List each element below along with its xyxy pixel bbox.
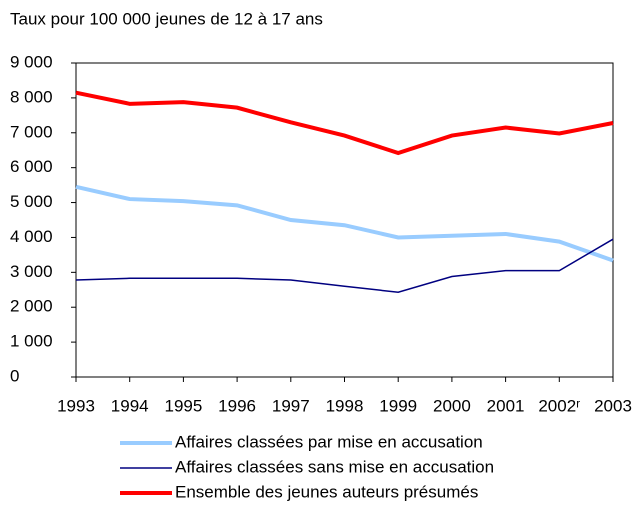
chart-title: Taux pour 100 000 jeunes de 12 à 17 ans bbox=[10, 9, 323, 28]
series-line bbox=[75, 90, 614, 156]
x-tick-label: 2001 bbox=[487, 396, 525, 415]
y-tick-label: 8 000 bbox=[10, 87, 53, 106]
x-tick-label: 1995 bbox=[164, 396, 202, 415]
y-tick-label: 6 000 bbox=[10, 157, 53, 176]
y-tick-label: 3 000 bbox=[10, 262, 53, 281]
x-tick-label: 1994 bbox=[111, 396, 149, 415]
series-line bbox=[75, 184, 614, 263]
y-tick-label: 5 000 bbox=[10, 192, 53, 211]
y-tick-label: 9 000 bbox=[10, 52, 53, 71]
x-tick-label: 2002ʳ bbox=[538, 396, 580, 415]
x-tick-label: 1999 bbox=[379, 396, 417, 415]
y-tick-label: 7 000 bbox=[10, 122, 53, 141]
legend-label: Affaires classées sans mise en accusatio… bbox=[175, 457, 494, 476]
y-tick-label: 1 000 bbox=[10, 332, 53, 351]
legend-label: Ensemble des jeunes auteurs présumés bbox=[175, 482, 478, 501]
x-tick-label: 2000 bbox=[433, 396, 471, 415]
plot-frame bbox=[75, 62, 614, 378]
x-tick-label: 1998 bbox=[326, 396, 364, 415]
x-tick-label: 2003 bbox=[594, 396, 632, 415]
y-tick-label: 4 000 bbox=[10, 227, 53, 246]
y-tick-label: 2 000 bbox=[10, 297, 53, 316]
y-tick-label: 0 bbox=[10, 366, 19, 385]
x-tick-label: 1993 bbox=[57, 396, 95, 415]
legend-label: Affaires classées par mise en accusation bbox=[175, 432, 483, 451]
series-line bbox=[75, 238, 614, 293]
x-tick-label: 1996 bbox=[218, 396, 256, 415]
x-tick-label: 1997 bbox=[272, 396, 310, 415]
